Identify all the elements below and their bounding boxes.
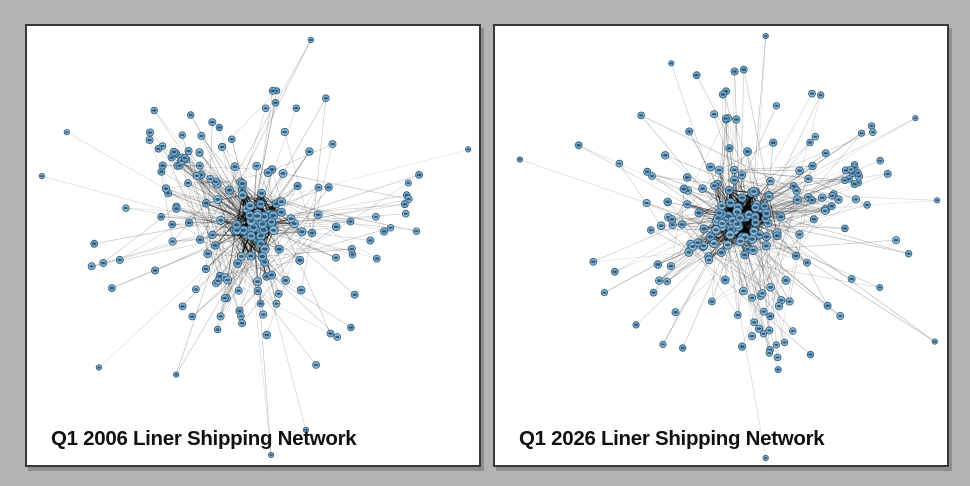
network-graph-2026 bbox=[516, 33, 941, 462]
network-graph-2006 bbox=[38, 36, 472, 458]
network-panel-2026: Q1 2026 Liner Shipping Network bbox=[493, 24, 949, 467]
network-panel-2006: Q1 2006 Liner Shipping Network bbox=[25, 24, 481, 467]
